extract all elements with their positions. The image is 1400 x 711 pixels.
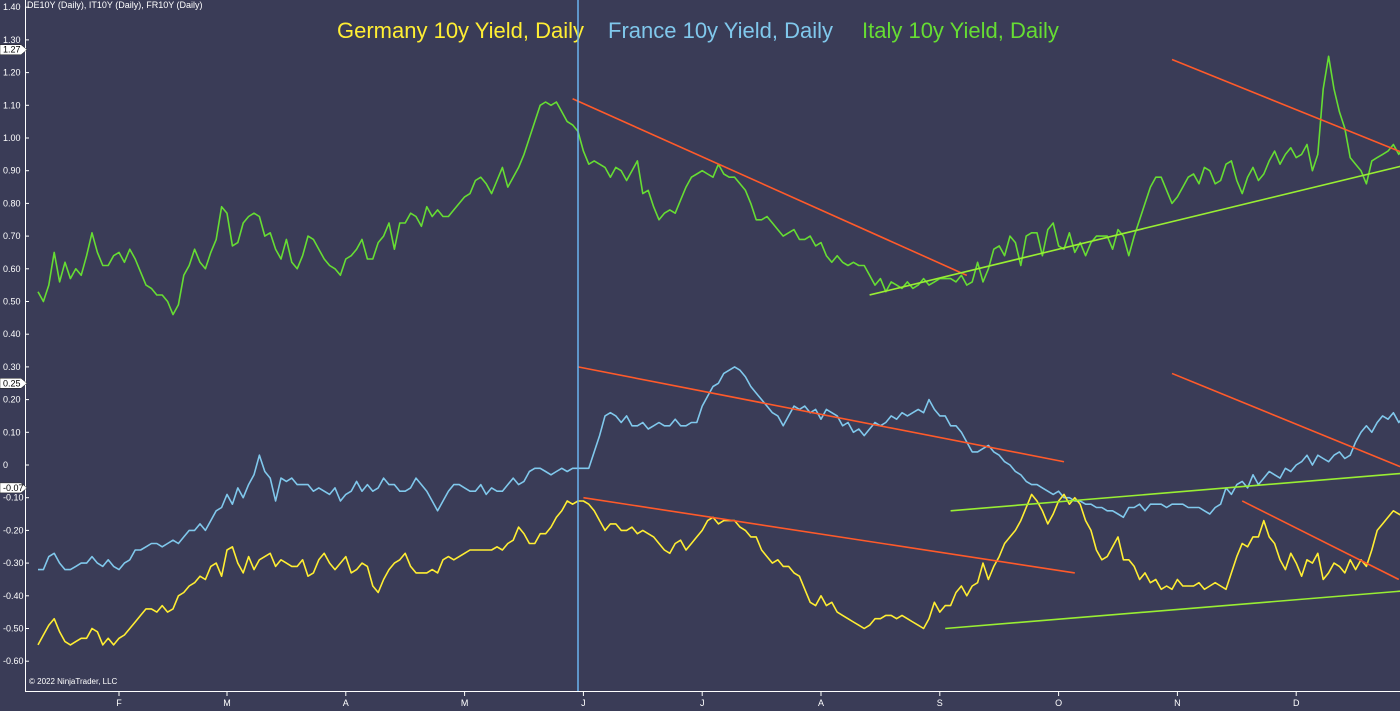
x-tick-label: O [1055, 698, 1062, 708]
trendline-support-4 [950, 472, 1400, 512]
trendline-resistance-8 [1241, 500, 1400, 581]
y-tick-label: 1.20 [3, 68, 21, 78]
y-tick-label: 0.90 [3, 166, 21, 176]
y-tick-label: -0.10 [3, 493, 24, 503]
legend: Germany 10y Yield, Daily France 10y Yiel… [337, 18, 1059, 43]
x-tick-label: F [116, 698, 122, 708]
y-tick-label: 0 [3, 460, 8, 470]
y-tick-label: 1.10 [3, 100, 21, 110]
legend-italy: Italy 10y Yield, Daily [862, 18, 1059, 43]
instruments-header: DE10Y (Daily), IT10Y (Daily), FR10Y (Dai… [27, 0, 203, 10]
trendline-support-7 [945, 590, 1400, 630]
y-tick-label: 1.00 [3, 133, 21, 143]
last-value-tag-italy: 1.27 [0, 44, 28, 55]
y-tick-label: 0.30 [3, 362, 21, 372]
tag-label: -0.07 [3, 483, 24, 493]
x-tick-label: M [223, 698, 231, 708]
tag-label: 1.27 [3, 45, 21, 55]
x-tick-label: J [581, 698, 586, 708]
trendline-resistance-3 [577, 366, 1065, 463]
trendline-resistance-2 [1171, 58, 1400, 153]
x-tick-label: N [1174, 698, 1181, 708]
y-tick-label: 0.10 [3, 427, 21, 437]
trendline-resistance-0 [572, 98, 968, 277]
copyright-text: © 2022 NinjaTrader, LLC [29, 677, 118, 686]
trendline-resistance-6 [583, 496, 1075, 574]
tag-label: 0.25 [3, 378, 21, 388]
series-line-italy [37, 55, 1400, 316]
y-tick-label: -0.30 [3, 558, 24, 568]
y-tick-label: -0.60 [3, 656, 24, 666]
tag-shape [0, 44, 28, 55]
legend-germany: Germany 10y Yield, Daily [337, 18, 584, 43]
legend-france: France 10y Yield, Daily [608, 18, 833, 43]
y-tick-label: 1.30 [3, 35, 21, 45]
plot-area[interactable] [37, 0, 1400, 691]
x-tick-label: M [461, 698, 469, 708]
y-tick-label: 0.40 [3, 329, 21, 339]
x-tick-label: J [700, 698, 705, 708]
x-tick-label: A [343, 698, 349, 708]
x-tick-label: A [818, 698, 824, 708]
y-tick-label: 0.50 [3, 297, 21, 307]
y-tick-label: -0.40 [3, 591, 24, 601]
y-tick-label: 0.70 [3, 231, 21, 241]
series-line-germany [37, 493, 1400, 646]
y-tick-label: -0.50 [3, 624, 24, 634]
y-tick-label: -0.20 [3, 525, 24, 535]
x-tick-label: S [937, 698, 943, 708]
trendline-resistance-5 [1171, 372, 1400, 468]
trendline-support-1 [869, 165, 1400, 296]
y-tick-label: 0.20 [3, 395, 21, 405]
last-value-tag-france: 0.25 [0, 378, 28, 389]
tag-shape [0, 482, 28, 494]
y-tick-label: 0.80 [3, 198, 21, 208]
last-value-tag-germany: -0.07 [0, 482, 28, 494]
x-tick-label: D [1293, 698, 1300, 708]
y-tick-label: 1.40 [3, 2, 21, 12]
series-line-france [38, 366, 1400, 571]
tag-shape [0, 378, 28, 389]
y-tick-label: 0.60 [3, 264, 21, 274]
